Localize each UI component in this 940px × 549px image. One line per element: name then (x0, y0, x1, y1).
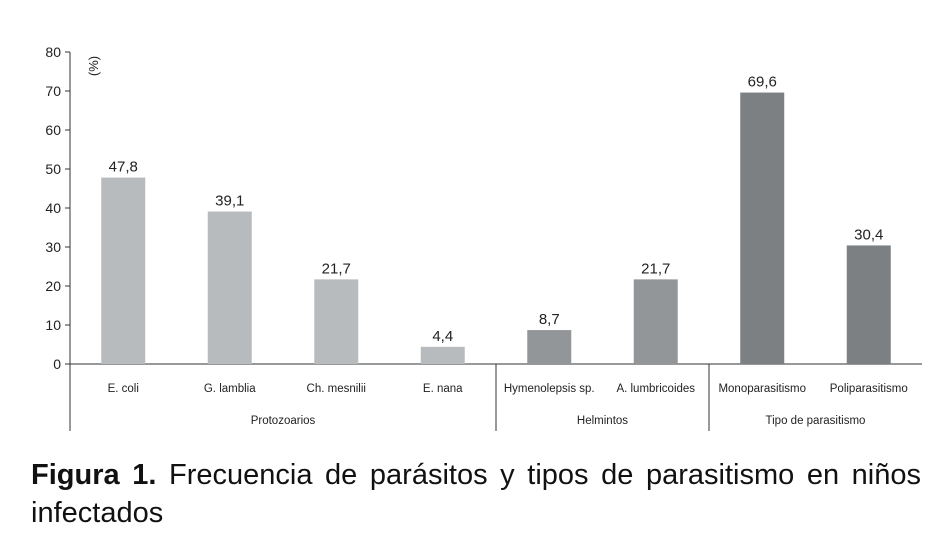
y-tick-label: 70 (45, 83, 61, 99)
bar (420, 346, 465, 364)
y-tick-label: 30 (45, 239, 61, 255)
figure-caption: Figura 1. Frecuencia de parásitos y tipo… (31, 456, 921, 532)
data-label: 4,4 (432, 328, 453, 345)
data-label: 21,7 (322, 260, 351, 277)
bar (314, 279, 359, 364)
caption-text: Frecuencia de parásitos y tipos de paras… (31, 459, 921, 529)
y-tick-label: 20 (45, 278, 61, 294)
y-tick-label: 40 (45, 200, 61, 216)
labels: 0 10 20 30 40 50 60 70 80 (%) 47,8 E. coli 39,1 G. la… (45, 44, 907, 427)
y-tick-label: 80 (45, 44, 61, 60)
y-tick-label: 10 (45, 317, 61, 333)
caption-label: Figura 1. (31, 459, 157, 491)
x-tick-label: Ch. mesnilii (307, 383, 366, 395)
data-label: 39,1 (215, 193, 244, 210)
x-tick-label: E. coli (108, 383, 139, 395)
x-tick-label: G. lamblia (204, 383, 256, 395)
bar-chart: 0 10 20 30 40 50 60 70 80 (%) 47,8 E. coli 39,1 G. la… (45, 44, 922, 431)
group-label: Protozoarios (251, 415, 316, 427)
data-label: 8,7 (539, 311, 560, 328)
bar (527, 330, 572, 364)
y-tick-label: 60 (45, 122, 61, 138)
bar (633, 279, 678, 364)
data-label: 47,8 (109, 159, 138, 176)
bar (740, 92, 785, 364)
axes (65, 51, 922, 431)
data-label: 21,7 (641, 260, 670, 277)
x-tick-label: Poliparasitismo (830, 383, 908, 395)
bar (846, 245, 891, 364)
x-tick-label: Hymenolepsis sp. (504, 383, 595, 395)
bars (101, 92, 891, 364)
group-label: Helmintos (577, 415, 628, 427)
y-tick-label: 50 (45, 161, 61, 177)
data-label: 30,4 (854, 226, 883, 243)
bar (101, 177, 146, 364)
y-axis-label: (%) (86, 56, 101, 76)
y-tick-label: 0 (53, 356, 61, 372)
group-label: Tipo de parasitismo (766, 415, 866, 427)
bar (207, 211, 252, 364)
x-tick-label: A. lumbricoides (616, 383, 695, 395)
x-tick-label: E. nana (423, 383, 463, 395)
x-tick-label: Monoparasitismo (718, 383, 806, 395)
data-label: 69,6 (748, 74, 777, 91)
